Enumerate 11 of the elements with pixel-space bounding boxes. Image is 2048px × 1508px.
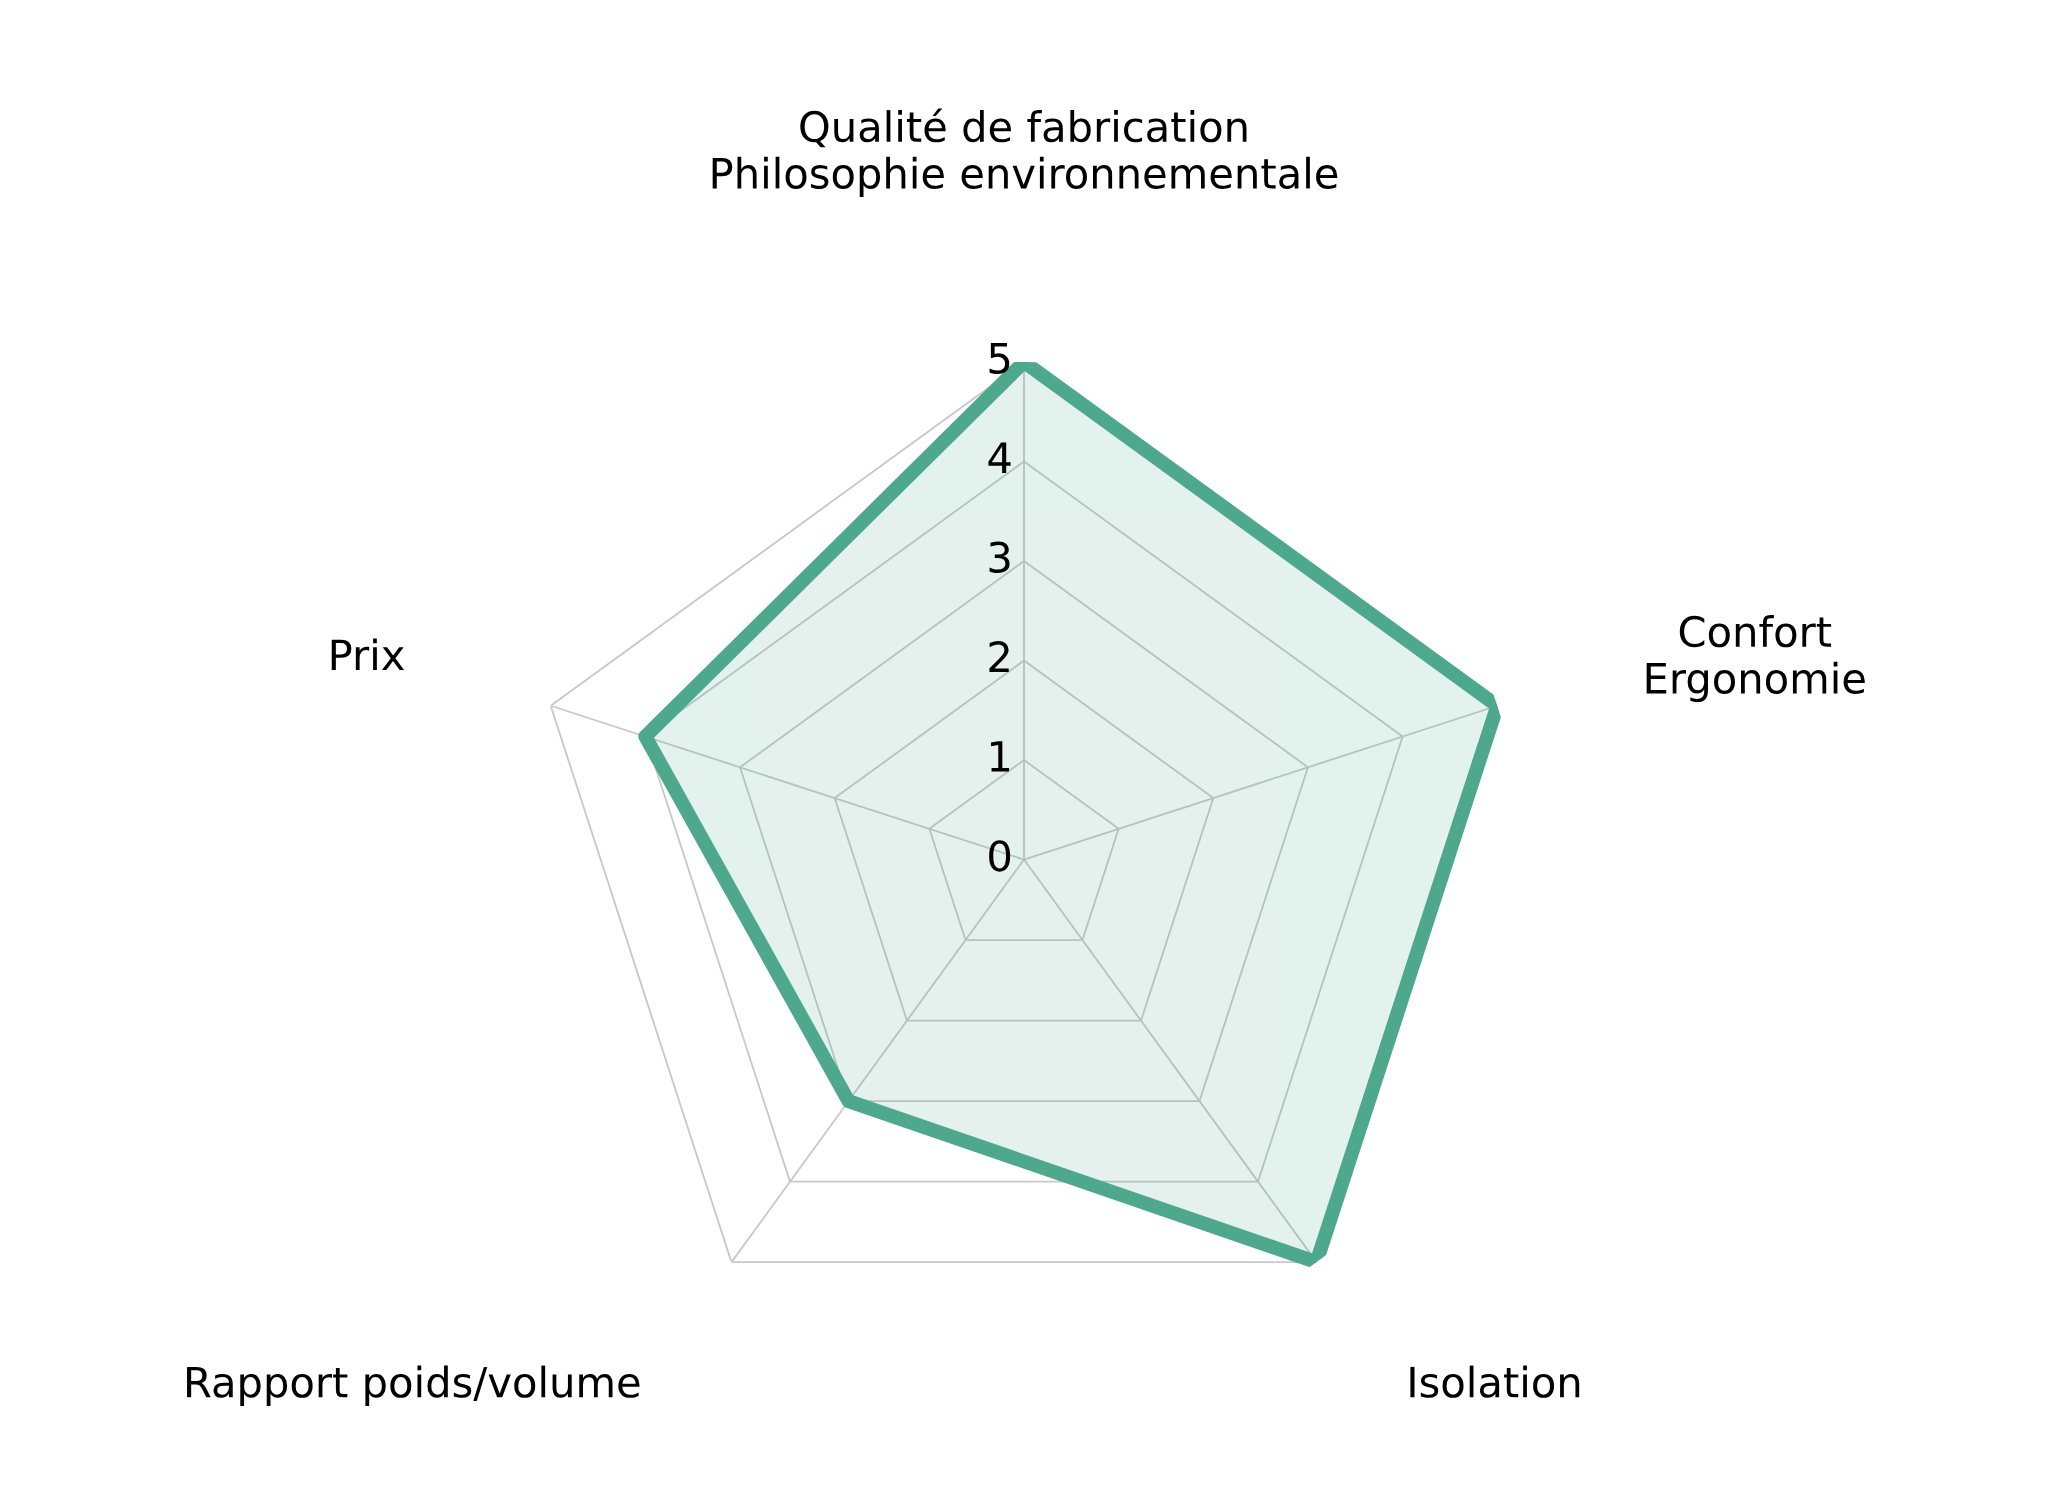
spoke-label: Qualité de fabrication Philosophie environnementale — [712, 108, 1338, 198]
spoke-label: Rapport poids/volume — [187, 1365, 640, 1406]
spoke-label: Confort Ergonomie — [1646, 615, 1865, 703]
y-tick-label: 0 — [989, 840, 1011, 872]
y-tick-label: 1 — [990, 741, 1010, 772]
y-tick-label: 2 — [989, 641, 1009, 672]
y-tick-label: 4 — [988, 442, 1011, 473]
y-tick-label: 5 — [989, 343, 1010, 375]
y-tick-label: 3 — [989, 541, 1010, 574]
spoke-label: Prix — [331, 638, 405, 671]
spoke-label: Isolation — [1410, 1365, 1580, 1398]
